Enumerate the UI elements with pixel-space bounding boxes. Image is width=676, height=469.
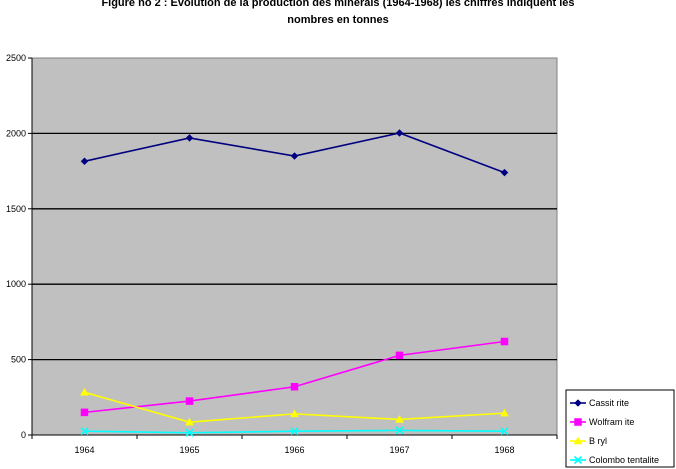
legend-swatch-marker	[574, 399, 582, 407]
data-point	[290, 152, 299, 160]
legend-label: Wolfram ite	[589, 417, 634, 427]
legend-swatch-marker	[573, 436, 583, 445]
data-point	[80, 387, 89, 396]
x-tick-label: 1966	[284, 445, 304, 455]
series-2	[80, 337, 509, 417]
series-1	[80, 129, 509, 177]
grid-lines	[32, 132, 557, 361]
data-point	[500, 408, 509, 417]
chart-title: Figure no 2 : Evolution de la production…	[0, 0, 676, 29]
data-point	[395, 129, 404, 137]
series-4	[80, 426, 509, 437]
data-point	[185, 428, 194, 437]
data-point	[80, 157, 89, 166]
data-point	[290, 427, 299, 436]
axes: 0 500 1000 1500 2000 2500 1964 1965 1966 1967 1968	[6, 53, 558, 455]
legend-label: Cassit rite	[589, 398, 629, 408]
data-point	[290, 409, 299, 418]
x-tick-label: 1968	[494, 445, 514, 455]
y-tick-label: 500	[11, 355, 26, 365]
legend-swatch-marker	[574, 418, 582, 426]
legend-item: B ryl	[570, 436, 607, 446]
legend-item: Colombo tentalite	[570, 455, 659, 465]
data-point	[80, 427, 89, 436]
series-3	[80, 387, 509, 426]
y-tick-label: 2000	[6, 128, 26, 138]
data-point	[395, 414, 404, 423]
data-point	[500, 337, 509, 346]
data-point	[395, 351, 404, 360]
data-point	[500, 427, 509, 436]
chart-title-line2: nombres en tonnes	[287, 14, 389, 26]
data-point	[185, 134, 194, 142]
legend-label: B ryl	[589, 436, 607, 446]
y-tick-label: 0	[21, 430, 26, 440]
legend-label: Colombo tentalite	[589, 455, 659, 465]
plot-area	[31, 57, 558, 436]
x-tick-label: 1964	[74, 445, 94, 455]
data-point	[185, 397, 194, 405]
data-point	[290, 382, 299, 391]
data-point	[500, 168, 509, 177]
y-tick-label: 1000	[6, 279, 26, 289]
y-tick-label: 2500	[6, 53, 26, 63]
legend: Cassit rite Wolfram ite B ryl Colombo tenta…	[565, 389, 675, 468]
y-tick-label: 1500	[6, 204, 26, 214]
legend-swatch-marker	[573, 455, 583, 465]
data-point	[80, 408, 89, 417]
data-point	[185, 417, 194, 426]
chart-title-line1: Figure no 2 : Evolution de la production…	[101, 0, 575, 9]
series-lines	[80, 129, 509, 437]
data-point	[395, 426, 404, 435]
legend-item: Wolfram ite	[570, 417, 634, 427]
x-tick-label: 1965	[179, 445, 199, 455]
x-tick-label: 1967	[389, 445, 409, 455]
legend-item: Cassit rite	[570, 398, 629, 408]
